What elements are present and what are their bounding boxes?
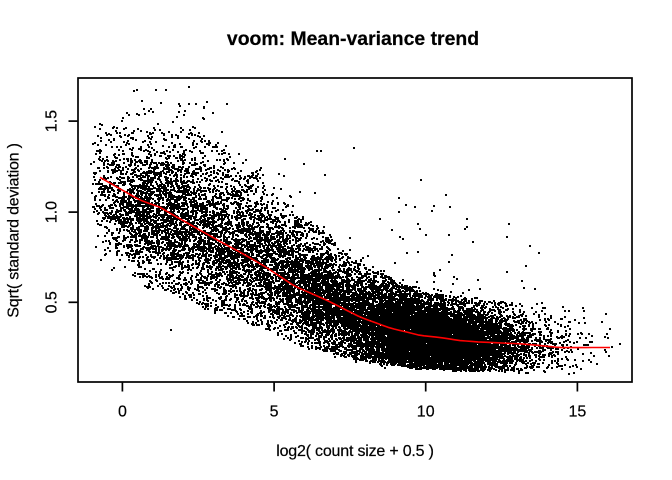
svg-text:log2( count size + 0.5 ): log2( count size + 0.5 ) [276,443,434,460]
svg-text:1.5: 1.5 [44,110,61,132]
svg-text:0: 0 [118,404,127,421]
svg-text:1.0: 1.0 [44,201,61,223]
svg-text:Sqrt( standard deviation ): Sqrt( standard deviation ) [6,143,23,317]
svg-text:voom: Mean-variance trend: voom: Mean-variance trend [227,28,479,50]
svg-text:0.5: 0.5 [44,291,61,313]
svg-text:5: 5 [270,404,279,421]
svg-text:15: 15 [569,404,587,421]
svg-text:10: 10 [417,404,435,421]
